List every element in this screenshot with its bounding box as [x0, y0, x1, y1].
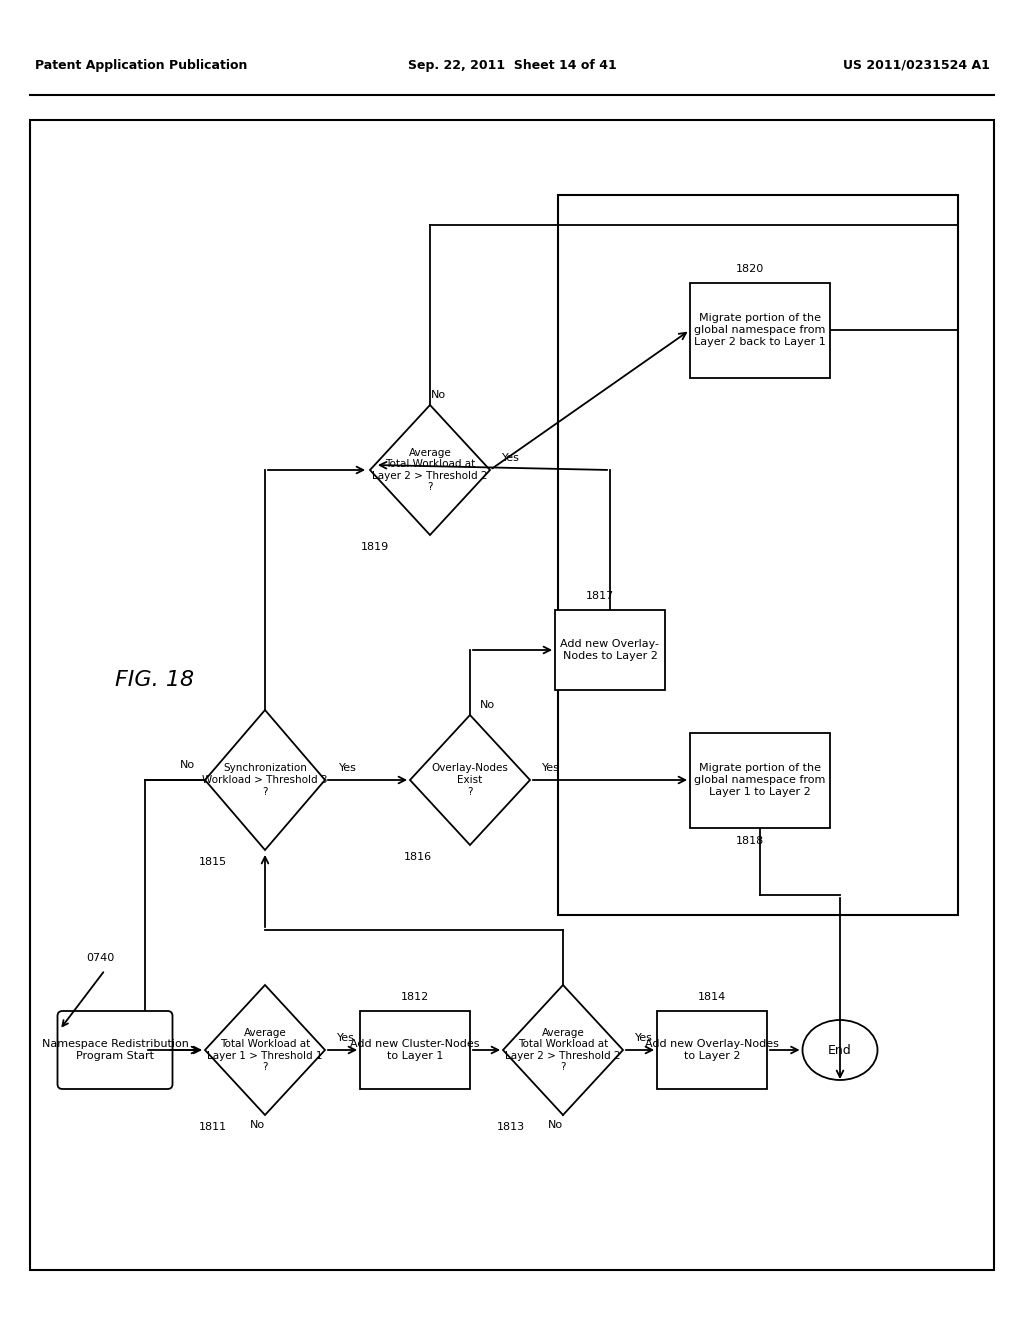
Text: Average
Total Workload at
Layer 1 > Threshold 1
?: Average Total Workload at Layer 1 > Thre…	[207, 1027, 323, 1072]
Text: Namespace Redistribution
Program Start: Namespace Redistribution Program Start	[42, 1039, 188, 1061]
Text: 1818: 1818	[736, 837, 764, 846]
Text: Patent Application Publication: Patent Application Publication	[35, 58, 248, 71]
Text: Sep. 22, 2011  Sheet 14 of 41: Sep. 22, 2011 Sheet 14 of 41	[408, 58, 616, 71]
FancyBboxPatch shape	[57, 1011, 172, 1089]
Polygon shape	[205, 710, 325, 850]
Text: 1813: 1813	[497, 1122, 525, 1133]
Text: No: No	[548, 1119, 562, 1130]
Text: 1811: 1811	[199, 1122, 227, 1133]
Text: 1814: 1814	[698, 993, 726, 1002]
Bar	[690, 282, 830, 378]
Text: 1817: 1817	[586, 591, 614, 601]
Text: Overlay-Nodes
Exist
?: Overlay-Nodes Exist ?	[431, 763, 509, 796]
Text: 1819: 1819	[360, 543, 389, 552]
Polygon shape	[205, 985, 325, 1115]
Text: 1812: 1812	[400, 993, 429, 1002]
Bar	[558, 195, 958, 915]
Text: No: No	[180, 760, 195, 770]
Text: US 2011/0231524 A1: US 2011/0231524 A1	[843, 58, 990, 71]
Text: No: No	[250, 1119, 264, 1130]
Bar	[657, 1011, 767, 1089]
Text: Add new Overlay-Nodes
to Layer 2: Add new Overlay-Nodes to Layer 2	[645, 1039, 779, 1061]
Bar	[30, 120, 994, 1270]
Text: 1816: 1816	[403, 851, 432, 862]
Text: 1820: 1820	[736, 264, 764, 273]
Text: Add new Overlay-
Nodes to Layer 2: Add new Overlay- Nodes to Layer 2	[560, 639, 659, 661]
Bar	[690, 733, 830, 828]
Ellipse shape	[803, 1020, 878, 1080]
Text: Synchronization
Workload > Threshold 3
?: Synchronization Workload > Threshold 3 ?	[203, 763, 328, 796]
Text: End: End	[828, 1044, 852, 1056]
Text: No: No	[480, 700, 496, 710]
Polygon shape	[503, 985, 623, 1115]
Text: Yes: Yes	[502, 453, 520, 463]
Text: Migrate portion of the
global namespace from
Layer 1 to Layer 2: Migrate portion of the global namespace …	[694, 763, 825, 796]
Text: Yes: Yes	[542, 763, 560, 774]
Text: Add new Cluster-Nodes
to Layer 1: Add new Cluster-Nodes to Layer 1	[350, 1039, 480, 1061]
Text: 0740: 0740	[86, 953, 114, 964]
Text: Yes: Yes	[337, 1034, 355, 1043]
Text: Yes: Yes	[339, 763, 357, 774]
Text: Average
Total Workload at
Layer 2 > Threshold 2
?: Average Total Workload at Layer 2 > Thre…	[373, 447, 487, 492]
Text: Average
Total Workload at
Layer 2 > Threshold 2
?: Average Total Workload at Layer 2 > Thre…	[505, 1027, 621, 1072]
Text: FIG. 18: FIG. 18	[116, 671, 195, 690]
Polygon shape	[410, 715, 530, 845]
Bar	[555, 610, 665, 690]
Text: Migrate portion of the
global namespace from
Layer 2 back to Layer 1: Migrate portion of the global namespace …	[694, 313, 826, 347]
Text: No: No	[430, 389, 445, 400]
Bar	[360, 1011, 470, 1089]
Polygon shape	[370, 405, 490, 535]
Text: 1815: 1815	[199, 857, 227, 867]
Text: Yes: Yes	[635, 1034, 653, 1043]
